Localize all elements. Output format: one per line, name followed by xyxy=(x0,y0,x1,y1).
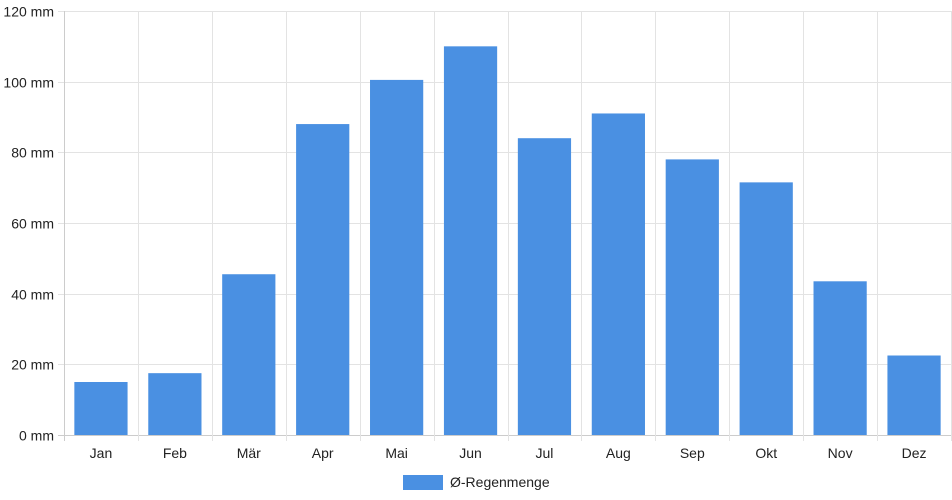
y-tick-label: 20 mm xyxy=(11,357,54,373)
y-tick-label: 40 mm xyxy=(11,287,54,303)
y-tick-label: 100 mm xyxy=(3,75,54,91)
bar-apr[interactable] xyxy=(296,124,350,436)
bar-sep[interactable] xyxy=(665,159,719,435)
bar-mai[interactable] xyxy=(370,79,424,436)
x-tick-label: Feb xyxy=(163,445,187,461)
bar-jun[interactable] xyxy=(443,46,498,435)
x-tick-label: Dez xyxy=(902,445,927,461)
y-tick-label: 60 mm xyxy=(11,216,54,232)
grid-lines xyxy=(58,11,952,441)
bar-mär[interactable] xyxy=(222,274,276,435)
y-tick-label: 120 mm xyxy=(3,4,54,20)
bar-jul[interactable] xyxy=(517,138,572,435)
bar-nov[interactable] xyxy=(813,281,867,435)
y-tick-label: 80 mm xyxy=(11,145,54,161)
y-tick-label: 0 mm xyxy=(19,428,54,444)
bars xyxy=(74,46,941,436)
legend-label: Ø-Regenmenge xyxy=(450,474,550,490)
x-tick-label: Okt xyxy=(755,445,777,461)
x-tick-label: Jul xyxy=(536,445,554,461)
x-tick-label: Mai xyxy=(385,445,408,461)
bar-dez[interactable] xyxy=(887,355,941,436)
bar-feb[interactable] xyxy=(148,373,202,435)
x-tick-label: Apr xyxy=(312,445,334,461)
x-tick-label: Sep xyxy=(680,445,705,461)
x-tick-label: Mär xyxy=(237,445,261,461)
x-tick-label: Jun xyxy=(459,445,482,461)
legend-swatch xyxy=(403,475,443,490)
bar-jan[interactable] xyxy=(74,382,128,435)
x-tick-label: Aug xyxy=(606,445,631,461)
bar-okt[interactable] xyxy=(739,182,793,435)
x-tick-label: Jan xyxy=(90,445,113,461)
x-axis-tick-labels: Jan Feb Mär Apr Mai Jun Jul Aug Sep Okt Nov Dez xyxy=(90,445,927,461)
legend[interactable]: Ø-Regenmenge xyxy=(403,474,550,490)
x-tick-label: Nov xyxy=(828,445,853,461)
y-axis-tick-labels: 0 mm 20 mm 40 mm 60 mm 80 mm 100 mm 120 mm xyxy=(3,4,54,444)
bar-aug[interactable] xyxy=(591,113,645,435)
